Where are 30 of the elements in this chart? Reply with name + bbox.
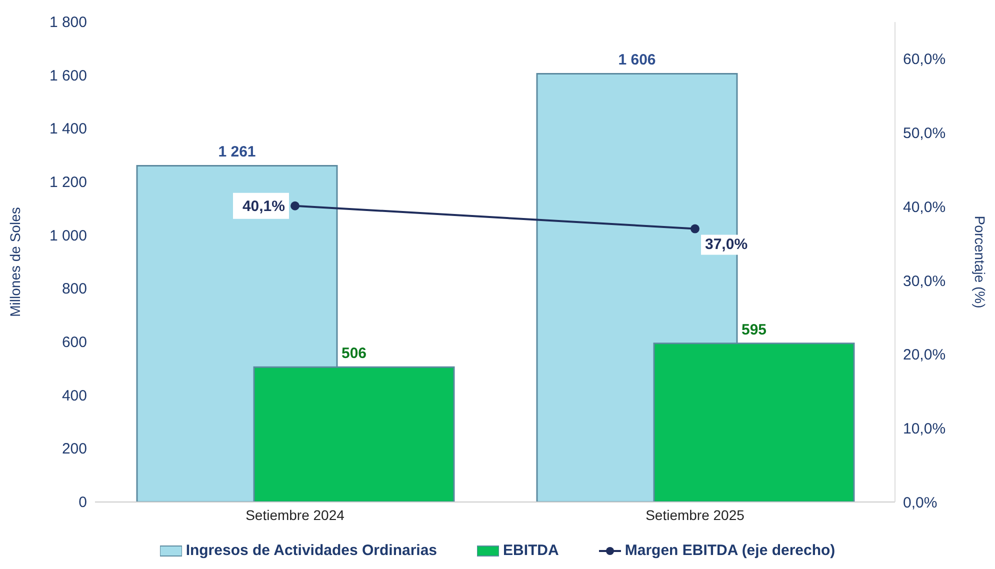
y2-tick-label: 20,0% xyxy=(903,346,946,364)
data-label: 595 xyxy=(741,321,767,338)
legend-label: Ingresos de Actividades Ordinarias xyxy=(184,542,438,559)
y2-tick-label: 30,0% xyxy=(903,272,946,290)
y2-tick-label: 40,0% xyxy=(903,198,946,216)
y2-tick-label: 0,0% xyxy=(903,494,938,512)
y-tick-label: 0 xyxy=(78,494,87,511)
data-label: 1 261 xyxy=(218,144,256,161)
data-label: 506 xyxy=(341,345,367,362)
data-label: 40,1% xyxy=(242,198,285,215)
y-tick-label: 1 400 xyxy=(49,120,87,138)
y-tick-label: 200 xyxy=(62,440,87,458)
y-tick-label: 400 xyxy=(62,387,87,404)
x-tick-label: Setiembre 2025 xyxy=(646,506,745,523)
legend-label: EBITDA xyxy=(502,542,559,559)
y-axis-title: Millones de Soles xyxy=(6,207,23,317)
y-tick-label: 1 000 xyxy=(49,227,87,244)
y2-tick-label: 10,0% xyxy=(903,420,946,438)
y-tick-label: 800 xyxy=(62,280,87,298)
data-label: 1 606 xyxy=(618,52,656,69)
y2-tick-label: 60,0% xyxy=(903,51,946,68)
y2-axis-title: Porcentaje (%) xyxy=(972,216,988,308)
legend-label: Margen EBITDA (eje derecho) xyxy=(624,542,836,559)
y-tick-label: 600 xyxy=(62,334,87,351)
y-tick-label: 1 200 xyxy=(49,174,87,191)
x-tick-label: Setiembre 2024 xyxy=(246,506,345,523)
y-tick-label: 1 600 xyxy=(49,67,87,84)
y-tick-label: 1 800 xyxy=(49,14,87,31)
y2-tick-label: 50,0% xyxy=(903,125,946,142)
data-label: 37,0% xyxy=(705,236,748,253)
